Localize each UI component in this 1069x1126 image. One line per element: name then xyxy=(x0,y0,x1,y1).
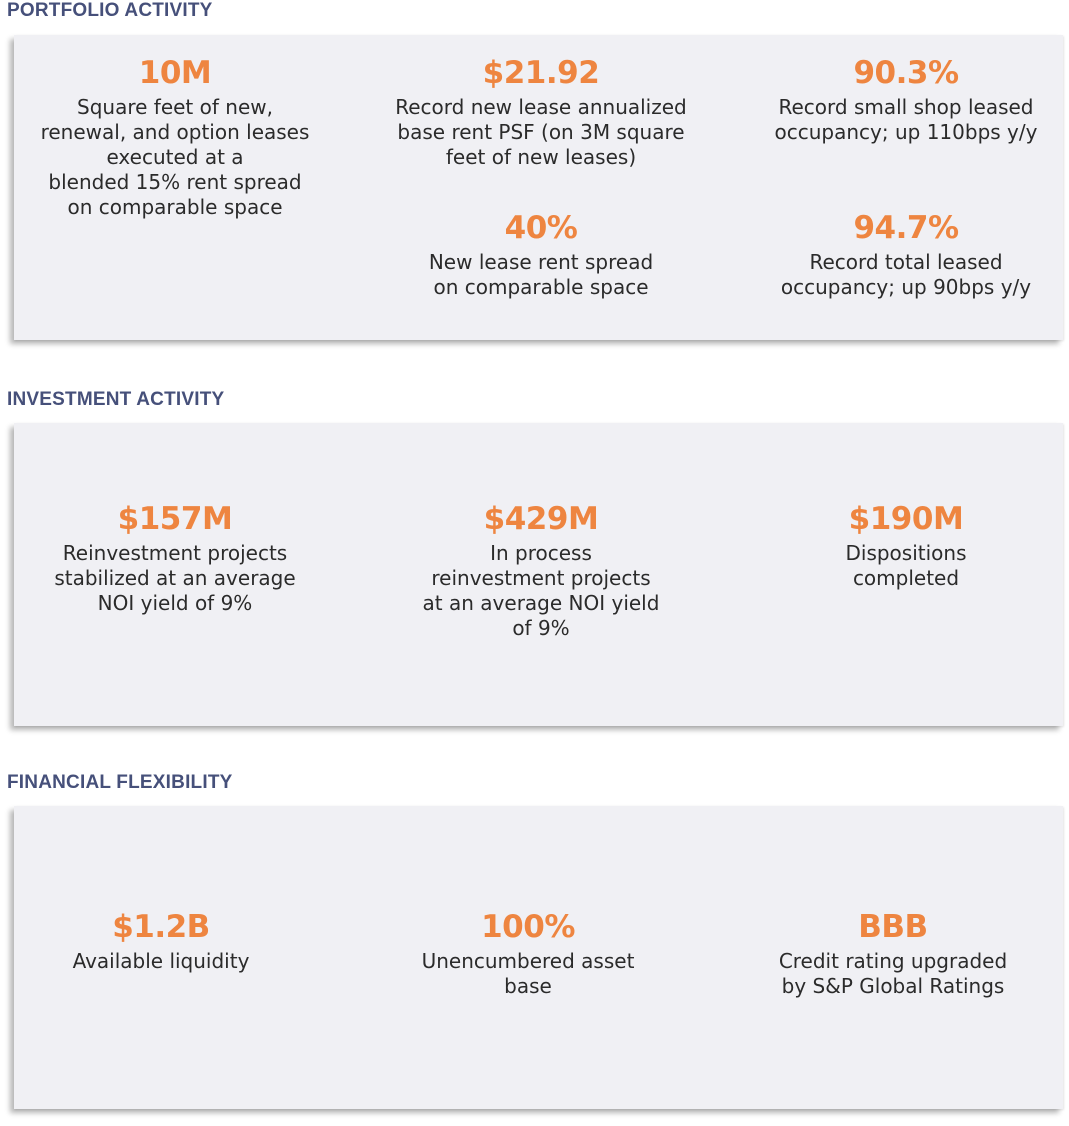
stat-description: Unencumbered asset base xyxy=(421,949,635,998)
investment-activity-heading: INVESTMENT ACTIVITY xyxy=(7,389,225,410)
stat-description: Available liquidity xyxy=(72,949,250,973)
stat-description: In process reinvestment projects at an a… xyxy=(422,541,660,640)
stat-description: Square feet of new, renewal, and option … xyxy=(40,95,310,219)
stat-value: $429M xyxy=(483,501,599,537)
portfolio-stat-base-rent: $21.92 Record new lease annualized base … xyxy=(376,55,706,170)
investment-stat-in-process: $429M In process reinvestment projects a… xyxy=(376,501,706,641)
stat-description: Credit rating upgraded by S&P Global Rat… xyxy=(778,949,1008,998)
stat-value: 90.3% xyxy=(853,55,959,91)
stat-value: 40% xyxy=(504,210,578,246)
investment-stat-stabilized: $157M Reinvestment projects stabilized a… xyxy=(10,501,340,616)
investment-stat-dispositions: $190M Dispositions completed xyxy=(741,501,1069,591)
stat-description: Record small shop leased occupancy; up 1… xyxy=(774,95,1038,144)
portfolio-activity-heading: PORTFOLIO ACTIVITY xyxy=(7,0,213,21)
stat-value: $21.92 xyxy=(482,55,600,91)
portfolio-activity-panel: 10M Square feet of new, renewal, and opt… xyxy=(14,35,1063,340)
stat-value: 10M xyxy=(138,55,212,91)
portfolio-stat-rent-spread: 40% New lease rent spread on comparable … xyxy=(376,210,706,300)
stat-description: Reinvestment projects stabilized at an a… xyxy=(54,541,296,615)
stat-description: New lease rent spread on comparable spac… xyxy=(428,250,654,299)
stat-description: Record total leased occupancy; up 90bps … xyxy=(780,250,1032,299)
stat-description: Record new lease annualized base rent PS… xyxy=(395,95,687,169)
financial-stat-unencumbered: 100% Unencumbered asset base xyxy=(363,909,693,999)
stat-value: $190M xyxy=(848,501,964,537)
portfolio-stat-total-occupancy: 94.7% Record total leased occupancy; up … xyxy=(741,210,1069,300)
financial-flexibility-heading: FINANCIAL FLEXIBILITY xyxy=(7,772,233,793)
stat-value: 100% xyxy=(481,909,575,945)
stat-value: 94.7% xyxy=(853,210,959,246)
stat-description: Dispositions completed xyxy=(845,541,967,590)
stat-value: $1.2B xyxy=(112,909,210,945)
portfolio-stat-small-shop-occupancy: 90.3% Record small shop leased occupancy… xyxy=(741,55,1069,145)
financial-flexibility-panel: $1.2B Available liquidity 100% Unencumbe… xyxy=(14,806,1063,1109)
financial-stat-liquidity: $1.2B Available liquidity xyxy=(0,909,326,974)
financial-stat-credit-rating: BBB Credit rating upgraded by S&P Global… xyxy=(728,909,1058,999)
stat-value: BBB xyxy=(858,909,928,945)
investment-activity-panel: $157M Reinvestment projects stabilized a… xyxy=(14,423,1063,726)
stat-value: $157M xyxy=(117,501,233,537)
portfolio-stat-leases: 10M Square feet of new, renewal, and opt… xyxy=(10,55,340,220)
